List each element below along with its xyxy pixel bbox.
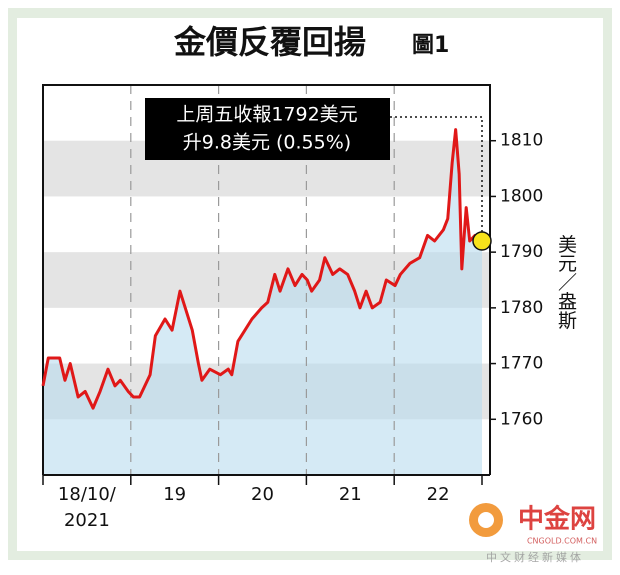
area-fill: [43, 129, 482, 476]
plot-border: [42, 84, 491, 475]
annotation-line: 升9.8美元 (0.55%): [183, 132, 351, 154]
end-marker: [472, 231, 492, 251]
annotation-line: 上周五收報1792美元: [176, 104, 357, 126]
watermark-brand: 中金网: [518, 504, 596, 535]
plot: 18/10/19 20 21 2220211760177017801790180018…: [41, 84, 543, 531]
price-line: [41, 128, 483, 410]
annotation-box: [145, 98, 390, 160]
x-tick-label: 22: [427, 484, 450, 505]
y-tick-label: 1790: [500, 242, 543, 262]
watermark: 中金网 CNGOLD.COM.CN 中文财经新媒体: [469, 503, 597, 564]
y-tick-label: 1810: [500, 131, 543, 151]
x-tick-label: 21: [339, 484, 362, 505]
y-tick-label: 1760: [500, 409, 543, 429]
watermark-tagline: 中文财经新媒体: [486, 550, 584, 564]
x-tick-sublabel: 2021: [64, 510, 110, 531]
x-tick-label: 20: [251, 484, 274, 505]
x-tick-label: 19: [163, 484, 186, 505]
watermark-url: CNGOLD.COM.CN: [527, 537, 597, 546]
y-axis-label: 美元／盎斯: [555, 234, 577, 330]
chart-title: 金價反覆回揚: [173, 23, 366, 61]
annotation-leader: [385, 116, 483, 232]
y-tick-label: 1780: [500, 298, 543, 318]
x-tick-label: 18/10/: [58, 484, 117, 505]
y-tick-label: 1770: [500, 354, 543, 374]
y-tick-label: 1800: [500, 186, 543, 206]
logo-inner: [478, 512, 494, 528]
figure-label: 圖1: [412, 33, 449, 58]
